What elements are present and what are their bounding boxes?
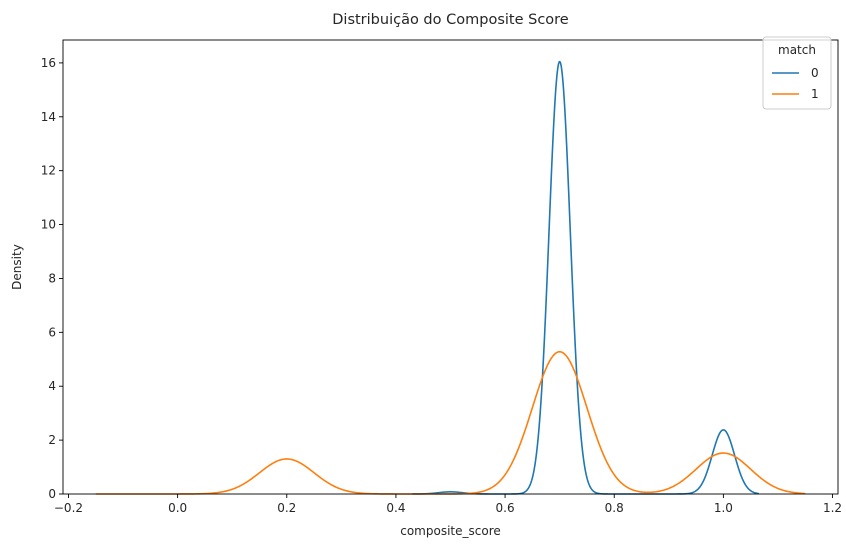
x-tick-label: 0.4 [386,501,405,515]
x-tick-label: 1.0 [714,501,733,515]
y-tick-label: 0 [48,487,56,501]
x-tick-label: 0.6 [496,501,515,515]
chart-title: Distribuição do Composite Score [332,12,569,28]
y-tick-label: 2 [48,433,56,447]
y-axis: 0 2 4 6 8 10 12 14 16 [41,56,63,501]
y-tick-label: 16 [41,56,56,70]
legend-label-match-1: 1 [811,87,819,101]
x-tick-label: 0.0 [168,501,187,515]
y-tick-label: 4 [48,379,56,393]
density-line-match-0 [411,60,760,495]
y-axis-label: Density [10,244,24,290]
y-tick-label: 14 [41,110,56,124]
legend: match 0 1 [762,36,832,110]
x-axis-label: composite_score [400,524,501,538]
density-line-match-1 [95,350,806,495]
x-tick-label: 0.8 [605,501,624,515]
plot-area [62,39,839,495]
x-tick-label: 0.2 [277,501,296,515]
y-tick-label: 12 [41,164,56,178]
axes-frame [62,39,839,495]
y-tick-label: 10 [41,218,56,232]
y-tick-label: 6 [48,325,56,339]
x-tick-label: 1.2 [823,501,842,515]
legend-label-match-0: 0 [811,66,819,80]
legend-title: match [778,43,816,57]
x-tick-label: −0.2 [54,501,83,515]
x-axis: −0.2 0.0 0.2 0.4 0.6 0.8 1.0 1.2 [54,494,842,515]
y-tick-label: 8 [48,271,56,285]
